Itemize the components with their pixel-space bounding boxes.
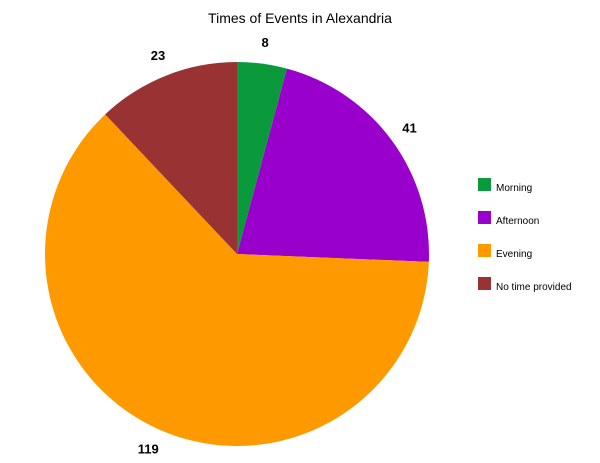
data-label-evening: 119 <box>138 442 159 457</box>
pie-data-labels: 8 41 119 23 <box>138 35 417 457</box>
data-label-afternoon: 41 <box>402 120 416 135</box>
pie-slice-evening <box>45 114 429 446</box>
legend-label-no-time-provided: No time provided <box>496 282 572 293</box>
legend-swatch-evening <box>478 244 491 257</box>
legend: Morning Afternoon Evening No time provided <box>478 178 572 293</box>
legend-swatch-morning <box>478 178 491 191</box>
legend-swatch-no-time-provided <box>478 277 491 290</box>
data-label-morning: 8 <box>261 35 268 50</box>
pie-slice-no-time-provided <box>105 62 237 254</box>
legend-label-afternoon: Afternoon <box>496 216 539 227</box>
data-label-no-time-provided: 23 <box>151 48 165 63</box>
pie-slice-afternoon <box>237 68 430 262</box>
chart-title: Times of Events in Alexandria <box>208 10 392 26</box>
legend-swatch-afternoon <box>478 211 491 224</box>
legend-label-morning: Morning <box>496 183 532 194</box>
pie-slice-morning <box>237 62 287 254</box>
pie-slices <box>45 62 430 446</box>
legend-label-evening: Evening <box>496 249 532 260</box>
